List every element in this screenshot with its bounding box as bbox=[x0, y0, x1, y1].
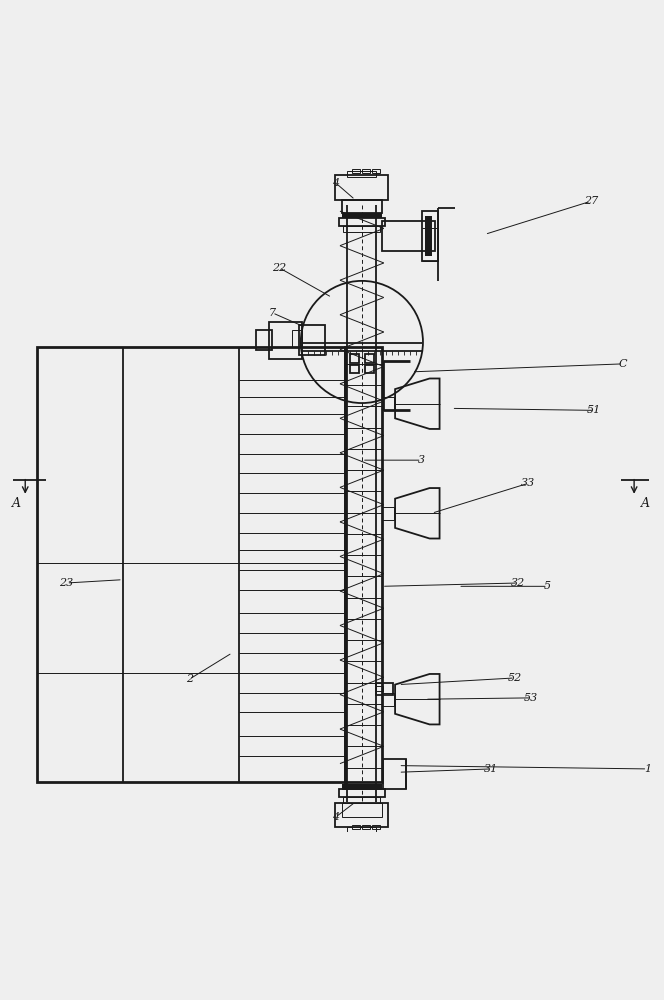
Bar bbox=[382, 221, 435, 251]
Bar bbox=[382, 507, 394, 520]
Text: A: A bbox=[641, 497, 650, 510]
Bar bbox=[376, 683, 393, 695]
Bar bbox=[365, 354, 374, 363]
Bar bbox=[362, 169, 370, 173]
Bar bbox=[382, 693, 394, 706]
Bar bbox=[350, 354, 359, 363]
Bar bbox=[292, 330, 302, 347]
Text: C: C bbox=[619, 359, 627, 369]
Bar bbox=[422, 211, 438, 261]
Bar bbox=[339, 218, 385, 226]
Bar bbox=[383, 759, 406, 789]
Bar bbox=[37, 347, 345, 782]
Bar bbox=[335, 175, 388, 200]
Text: 32: 32 bbox=[511, 578, 525, 588]
Text: 4: 4 bbox=[332, 812, 339, 822]
Text: 2: 2 bbox=[186, 674, 193, 684]
Text: 52: 52 bbox=[507, 673, 522, 683]
Bar bbox=[343, 797, 380, 803]
Bar bbox=[352, 169, 360, 173]
Text: 27: 27 bbox=[584, 196, 598, 206]
Text: 7: 7 bbox=[269, 308, 276, 318]
Text: 1: 1 bbox=[644, 764, 651, 774]
Bar bbox=[342, 784, 382, 790]
Bar bbox=[345, 347, 382, 782]
Bar bbox=[335, 803, 388, 827]
Bar bbox=[372, 169, 380, 173]
Text: 51: 51 bbox=[587, 405, 602, 415]
Text: 23: 23 bbox=[59, 578, 74, 588]
Bar bbox=[425, 216, 432, 256]
Bar bbox=[343, 226, 380, 232]
Text: A: A bbox=[12, 497, 21, 510]
Bar bbox=[269, 322, 302, 359]
Text: 4: 4 bbox=[332, 178, 339, 188]
Bar bbox=[342, 213, 382, 218]
Bar bbox=[299, 325, 325, 355]
Text: 5: 5 bbox=[544, 581, 551, 591]
Bar bbox=[382, 397, 394, 410]
Bar bbox=[347, 171, 376, 177]
Bar bbox=[376, 686, 383, 691]
Text: 33: 33 bbox=[521, 478, 535, 488]
Text: 53: 53 bbox=[524, 693, 539, 703]
Bar bbox=[342, 200, 382, 213]
Text: 22: 22 bbox=[272, 263, 286, 273]
Bar bbox=[342, 803, 382, 817]
Bar bbox=[339, 789, 385, 797]
Text: 31: 31 bbox=[484, 764, 499, 774]
Bar bbox=[256, 330, 272, 350]
Bar bbox=[362, 825, 370, 829]
Bar bbox=[372, 825, 380, 829]
Bar bbox=[347, 827, 376, 833]
Bar bbox=[352, 825, 360, 829]
Bar bbox=[350, 365, 359, 373]
Text: 3: 3 bbox=[418, 455, 425, 465]
Bar bbox=[365, 365, 374, 373]
